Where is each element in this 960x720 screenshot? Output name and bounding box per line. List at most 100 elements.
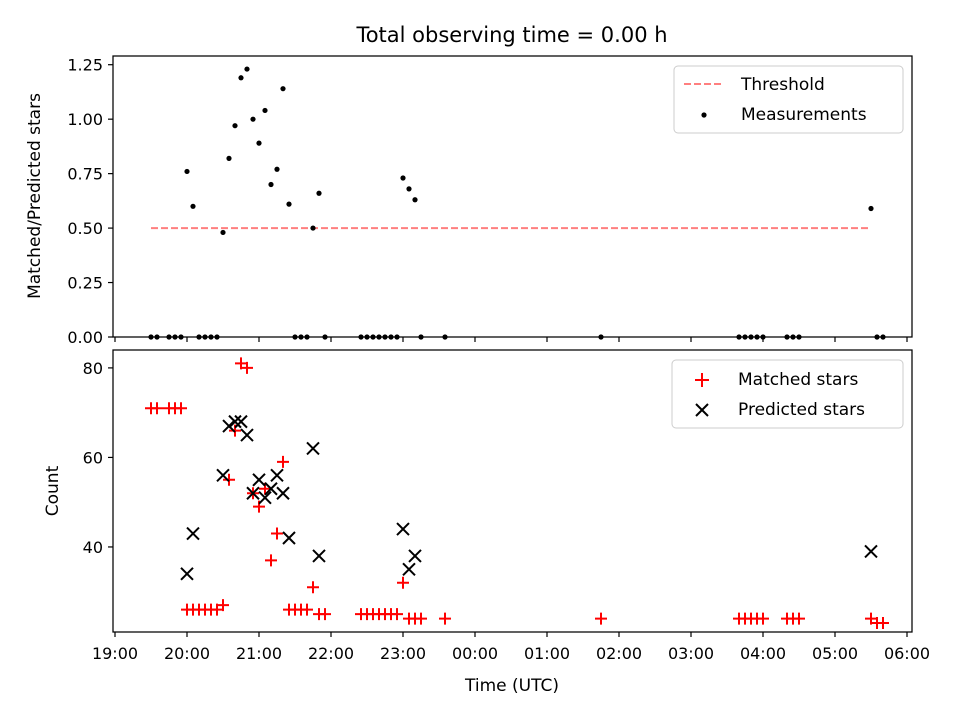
predicted-star-point	[234, 414, 248, 429]
bottom-legend-box	[671, 359, 904, 429]
matched-star-point	[391, 608, 403, 621]
predicted-star-point	[264, 482, 278, 496]
measurement-point	[868, 205, 874, 212]
matched-star-point	[151, 402, 163, 415]
measurement-point	[400, 175, 406, 181]
matched-star-point	[439, 612, 451, 625]
matched-star-point	[415, 612, 427, 625]
measurement-point	[262, 107, 268, 114]
measurement-point	[256, 140, 262, 146]
bottom-plot-marks	[145, 357, 889, 630]
measurement-point	[220, 229, 226, 236]
legend-matched-label: Matched stars	[738, 370, 858, 390]
predicted-star-point	[246, 486, 260, 500]
legend-measurements-label: Measurements	[741, 105, 867, 125]
y-tick-label: 60	[83, 448, 103, 467]
matched-star-point	[271, 527, 283, 540]
x-tick-label: 04:00	[740, 644, 786, 663]
matched-star-point	[757, 612, 769, 625]
measurement-point	[250, 116, 256, 122]
y-tick-label: 80	[83, 359, 103, 378]
bottom-axes: 40 60 80 19:00 20:00 21:00 22:00 23:00 00:00 01:0…	[83, 359, 930, 663]
top-axes: 0.00 0.25 0.50 0.75 1.00 1.25	[67, 56, 908, 347]
x-axis-label: Time (UTC)	[464, 676, 559, 696]
measurement-point	[226, 155, 232, 161]
predicted-star-point	[396, 522, 410, 536]
predicted-star-point	[258, 491, 272, 505]
legend-threshold-label: Threshold	[740, 75, 825, 95]
bottom-plot-frame	[112, 349, 913, 633]
top-plot-frame	[112, 55, 913, 338]
y-tick-label: 0.00	[67, 328, 103, 347]
x-tick-label: 03:00	[668, 644, 714, 663]
top-legend-box	[673, 65, 904, 134]
bottom-y-axis-label: Count	[43, 465, 63, 516]
measurement-point	[316, 190, 322, 196]
matched-star-point	[397, 576, 409, 589]
predicted-star-point	[306, 441, 320, 456]
matched-star-point	[217, 599, 229, 612]
x-tick-label: 05:00	[812, 644, 858, 663]
measurement-point	[238, 75, 244, 81]
x-tick-label: 19:00	[92, 644, 138, 663]
matched-star-point	[307, 581, 319, 594]
predicted-star-point	[402, 562, 416, 577]
x-tick-label: 02:00	[596, 644, 642, 663]
predicted-star-point	[180, 567, 194, 581]
matched-star-point	[175, 402, 187, 415]
measurement-point	[184, 168, 190, 175]
matched-star-point	[301, 603, 313, 616]
x-tick-label: 20:00	[164, 644, 210, 663]
measurement-point	[244, 66, 250, 72]
y-tick-label: 0.50	[67, 219, 103, 238]
y-tick-label: 1.00	[67, 110, 103, 129]
predicted-star-point	[270, 468, 284, 483]
predicted-star-point	[240, 428, 254, 442]
x-tick-label: 22:00	[308, 644, 354, 663]
y-tick-label: 0.25	[67, 274, 103, 293]
matched-star-point	[277, 455, 289, 468]
matched-star-point	[265, 554, 277, 567]
matched-star-point	[223, 473, 235, 486]
legend-matched-swatch	[695, 373, 709, 387]
predicted-star-point	[228, 414, 242, 429]
x-tick-label: 06:00	[884, 644, 930, 663]
x-tick-label: 00:00	[452, 644, 498, 663]
measurement-point	[232, 123, 238, 129]
x-tick-label: 01:00	[524, 644, 570, 663]
top-y-axis-label: Matched/Predicted stars	[25, 93, 45, 299]
bottom-legend: Matched stars Predicted stars	[671, 359, 904, 429]
predicted-star-point	[276, 486, 290, 500]
top-legend: Threshold Measurements	[673, 65, 904, 134]
legend-predicted-label: Predicted stars	[738, 400, 865, 420]
y-tick-label: 0.75	[67, 165, 103, 184]
x-tick-label: 21:00	[236, 644, 282, 663]
predicted-star-point	[408, 549, 422, 563]
predicted-star-point	[216, 468, 230, 483]
measurement-point	[286, 201, 292, 207]
matched-star-point	[877, 617, 889, 630]
legend-measurements-swatch	[701, 112, 707, 118]
matched-star-point	[241, 361, 253, 374]
matched-star-point	[793, 612, 805, 625]
matched-star-point	[319, 608, 331, 621]
x-tick-label: 23:00	[380, 644, 426, 663]
measurement-point	[190, 203, 196, 209]
measurement-point	[310, 225, 316, 231]
chart-title: Total observing time = 0.00 h	[355, 23, 667, 47]
predicted-star-point	[312, 549, 326, 563]
predicted-star-point	[186, 526, 200, 541]
predicted-star-point	[222, 419, 236, 433]
y-tick-label: 40	[83, 538, 103, 557]
predicted-star-point	[282, 531, 296, 545]
measurement-point	[406, 186, 412, 192]
matched-star-point	[595, 612, 607, 625]
measurement-point	[274, 166, 280, 172]
predicted-star-point	[252, 473, 266, 487]
measurement-point	[412, 197, 418, 203]
legend-predicted-swatch	[695, 403, 709, 417]
predicted-star-point	[864, 544, 878, 559]
top-plot-marks	[148, 66, 886, 340]
measurement-point	[280, 86, 286, 92]
